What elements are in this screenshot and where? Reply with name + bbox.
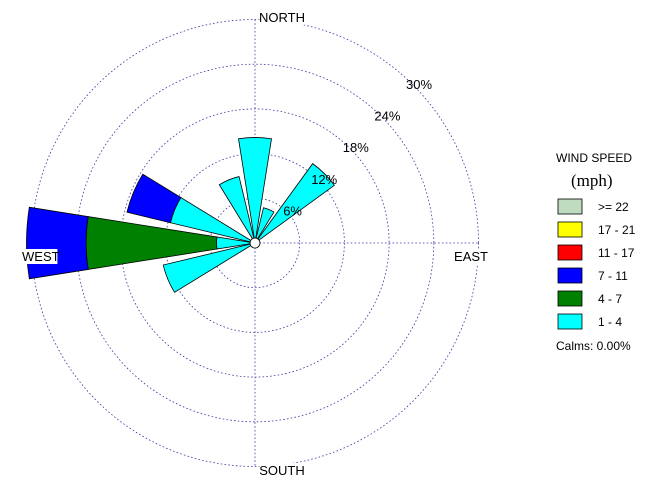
legend: WIND SPEED (mph) >= 22 17 - 21 11 - 17 7 - 11…	[556, 151, 636, 353]
legend-title: WIND SPEED	[556, 151, 632, 165]
ring-labels: 6% 12% 18% 24% 30%	[283, 77, 432, 218]
axis-lines	[31, 19, 479, 467]
calm-center	[249, 237, 261, 249]
compass-west-bg	[21, 249, 58, 264]
legend-label-5: 4 - 7	[598, 292, 622, 306]
compass-north-bg	[259, 10, 305, 25]
ring-label-1: 6%	[283, 203, 302, 218]
compass-labels: NORTH SOUTH EAST WEST	[21, 10, 489, 478]
legend-swatch-2	[557, 221, 583, 238]
petal-wnw-7-11	[126, 173, 182, 224]
petal-w-7-11	[26, 206, 89, 280]
compass-west: WEST	[22, 249, 60, 264]
legend-label-3: 11 - 17	[598, 246, 635, 260]
compass-south-bg	[259, 463, 305, 478]
compass-east-bg	[452, 249, 489, 264]
compass-east: EAST	[454, 249, 488, 264]
ring-label-2: 12%	[311, 172, 337, 187]
ring-label-4: 24%	[374, 109, 400, 124]
legend-label-2: 17 - 21	[598, 223, 636, 237]
compass-north: NORTH	[259, 10, 305, 25]
legend-swatch-6	[557, 313, 583, 330]
legend-swatch-5	[557, 290, 583, 307]
wind-petals	[26, 137, 335, 293]
legend-unit: (mph)	[571, 171, 613, 190]
compass-south: SOUTH	[259, 463, 305, 478]
legend-swatch-3	[557, 244, 583, 261]
legend-swatch-1	[557, 198, 583, 215]
ring-label-3: 18%	[343, 140, 369, 155]
legend-label-4: 7 - 11	[598, 269, 628, 283]
ring-label-5: 30%	[406, 77, 432, 92]
legend-label-6: 1 - 4	[598, 315, 622, 329]
legend-label-1: >= 22	[598, 200, 629, 214]
ring-4	[75, 63, 435, 423]
legend-swatch-4	[557, 267, 583, 284]
calms-label: Calms: 0.00%	[556, 339, 631, 353]
